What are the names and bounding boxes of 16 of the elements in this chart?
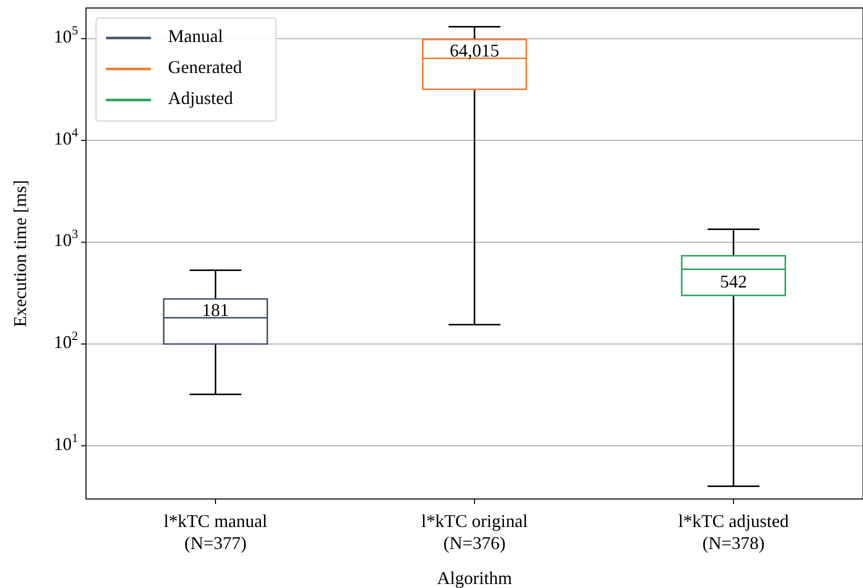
y-tick-label: 10$^{4}$ [54,125,79,149]
x-axis-title: Algorithm [437,568,512,588]
text: 64,015 [450,40,500,60]
x-tick-label: l*kTC manual (N=377) [164,511,268,553]
x-tick-label: l*kTC original (N=376) [421,511,528,553]
legend-label: Adjusted [168,88,233,108]
text: 181 [202,300,229,320]
y-axis-title: Execution time [ms] [10,180,30,327]
legend-label: Generated [168,57,242,78]
y-tick-label: 10$^{1}$ [54,430,78,454]
y-tick-label: 10$^{3}$ [54,227,78,250]
x-tick-label: l*kTC adjusted (N=378) [678,511,789,553]
y-tick-label: 10$^{5}$ [54,24,78,47]
text: 542 [720,271,747,292]
y-tick-label: 10$^{2}$ [54,328,78,352]
legend-label: Manual [168,26,223,46]
